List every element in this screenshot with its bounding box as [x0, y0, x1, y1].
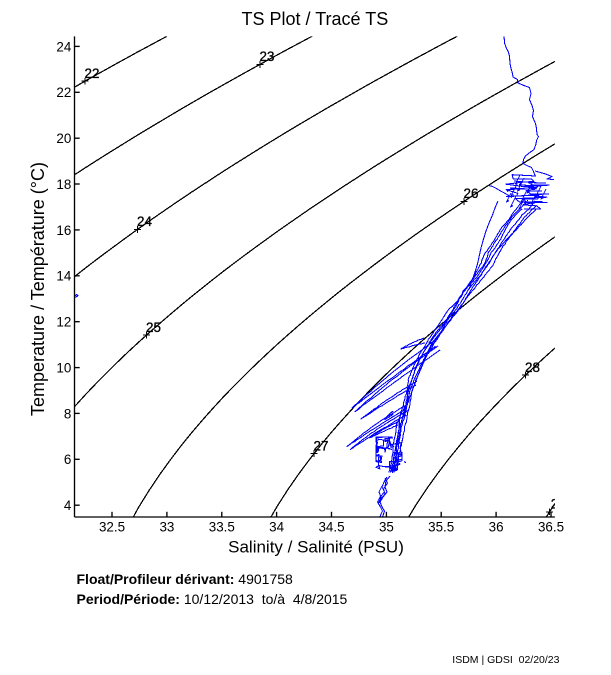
svg-text:34.5: 34.5 — [318, 520, 344, 535]
svg-text:35: 35 — [379, 520, 394, 535]
svg-text:28: 28 — [525, 360, 540, 375]
svg-text:14: 14 — [56, 269, 71, 284]
svg-text:29: 29 — [551, 497, 566, 512]
svg-text:Temperature / Température (°C): Temperature / Température (°C) — [28, 162, 48, 416]
svg-text:TS Plot / Tracé TS: TS Plot / Tracé TS — [242, 9, 389, 29]
svg-text:4: 4 — [64, 498, 72, 513]
svg-text:23: 23 — [260, 49, 275, 64]
svg-text:18: 18 — [56, 177, 71, 192]
svg-text:32.5: 32.5 — [99, 520, 125, 535]
svg-text:Salinity / Salinité (PSU): Salinity / Salinité (PSU) — [228, 537, 404, 556]
svg-text:16: 16 — [56, 223, 71, 238]
svg-text:22: 22 — [85, 66, 100, 81]
svg-text:33: 33 — [159, 520, 174, 535]
svg-text:12: 12 — [56, 315, 71, 330]
svg-text:24: 24 — [56, 39, 71, 54]
svg-text:ISDM | GDSI 02/20/23: ISDM | GDSI 02/20/23 — [452, 654, 559, 666]
svg-text:25: 25 — [146, 320, 161, 335]
svg-text:36: 36 — [489, 520, 504, 535]
svg-text:10: 10 — [56, 361, 71, 376]
svg-text:24: 24 — [137, 214, 152, 229]
svg-text:34: 34 — [269, 520, 284, 535]
svg-text:33.5: 33.5 — [209, 520, 235, 535]
svg-text:22: 22 — [56, 85, 71, 100]
svg-text:20: 20 — [56, 131, 71, 146]
svg-text:35.5: 35.5 — [428, 520, 454, 535]
svg-text:36.5: 36.5 — [538, 520, 564, 535]
svg-text:Float/Profileur dérivant: 4901: Float/Profileur dérivant: 4901758 — [77, 571, 294, 587]
svg-text:27: 27 — [314, 438, 329, 453]
svg-text:6: 6 — [64, 452, 71, 467]
svg-text:8: 8 — [64, 406, 71, 421]
svg-text:Period/Période: 10/12/2013 to: Period/Période: 10/12/2013 to/à 4/8/2015 — [77, 591, 348, 607]
svg-text:26: 26 — [464, 186, 479, 201]
